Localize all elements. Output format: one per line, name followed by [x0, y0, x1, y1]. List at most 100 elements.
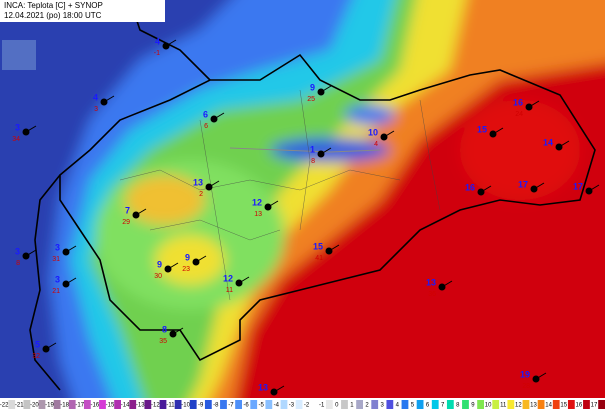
legend-label: -10: [181, 403, 190, 409]
legend-label: 7: [441, 403, 445, 409]
legend-swatch: [53, 400, 61, 409]
legend-swatch: [174, 400, 182, 409]
station-value: 41: [315, 255, 323, 262]
station-value: 23: [182, 266, 190, 273]
legend-swatch: [386, 400, 394, 409]
legend-label: 11: [500, 403, 507, 409]
legend-swatch: [598, 400, 605, 409]
title-box: [0, 0, 165, 22]
legend-label: -7: [228, 403, 234, 409]
legend-label: -22: [0, 403, 9, 409]
legend-label: -20: [30, 403, 39, 409]
legend-label: 4: [396, 403, 400, 409]
station-temp: 13: [193, 177, 203, 187]
station-value: 4: [374, 141, 378, 148]
station-temp: 3: [15, 122, 20, 132]
legend-swatch: [204, 400, 212, 409]
legend-label: 12: [515, 403, 522, 409]
legend-label: -3: [289, 403, 295, 409]
legend-swatch: [341, 400, 348, 409]
legend-swatch: [129, 400, 137, 409]
legend-label: 2: [365, 403, 369, 409]
wind-barb: [273, 385, 285, 393]
wind-barb: [328, 244, 340, 252]
legend-swatch: [446, 400, 454, 409]
wind-barb: [25, 125, 37, 133]
station-temp: 17: [518, 179, 528, 189]
legend-swatch: [507, 400, 515, 409]
station-temp: 13: [258, 382, 268, 392]
station-value: 28: [522, 383, 530, 390]
legend-label: 15: [560, 403, 567, 409]
wind-barb: [492, 127, 504, 135]
wind-barb: [208, 180, 220, 188]
wind-barb: [213, 112, 225, 120]
legend-swatch: [235, 400, 242, 409]
legend-swatch: [8, 400, 16, 409]
station-value: 8: [16, 260, 20, 267]
legend-swatch: [567, 400, 575, 409]
wind-barb: [45, 342, 57, 350]
station-temp: 10: [368, 127, 378, 137]
station-temp: 14: [543, 137, 553, 147]
legend-label: -14: [121, 403, 130, 409]
legend-label: 3: [381, 403, 385, 409]
wind-barb: [238, 276, 250, 284]
wind-barb: [267, 200, 279, 208]
station-temp: 5: [35, 339, 40, 349]
legend-swatch: [401, 400, 409, 409]
legend-swatch: [431, 400, 439, 409]
legend-swatch: [522, 400, 530, 409]
wind-barb: [65, 277, 77, 285]
legend-swatch: [99, 400, 106, 409]
station-temp: 16: [513, 97, 523, 107]
station-value: 25: [307, 96, 315, 103]
station-value: 24: [515, 111, 523, 118]
legend-swatch: [189, 400, 197, 409]
station-temp: 3: [55, 274, 60, 284]
legend-label: -4: [274, 403, 280, 409]
station-value: -1: [154, 50, 160, 57]
legend-label: -16: [90, 403, 99, 409]
station-temp: 15: [313, 241, 323, 251]
legend-label: 13: [530, 403, 537, 409]
legend-label: 0: [335, 403, 339, 409]
wind-barb: [65, 245, 77, 253]
legend-swatch: [583, 400, 590, 409]
legend-label: -11: [166, 403, 175, 409]
legend-label: -19: [45, 403, 54, 409]
legend-swatch: [371, 400, 379, 409]
legend-label: 16: [575, 403, 582, 409]
legend-label: 17: [591, 403, 598, 409]
station-value: 34: [12, 136, 20, 143]
wind-barb: [535, 372, 547, 380]
station-temp: 4: [155, 36, 160, 46]
station-value: 32: [32, 353, 40, 360]
station-value: 21: [52, 288, 60, 295]
legend-label: 10: [485, 403, 492, 409]
station-temp: 9: [157, 259, 162, 269]
legend-swatch: [23, 400, 31, 409]
station-temp: 7: [125, 205, 130, 215]
wind-barb: [533, 182, 545, 190]
station-temp: 9: [185, 252, 190, 262]
station-value: 13: [254, 211, 262, 218]
legend-swatch: [83, 400, 91, 409]
wind-barb: [167, 262, 179, 270]
legend-swatch: [462, 400, 469, 409]
wind-barb: [480, 185, 492, 193]
station-value: 8: [311, 158, 315, 165]
legend-label: 14: [545, 403, 552, 409]
station-value: 3: [94, 106, 98, 113]
station-temp: 19: [520, 369, 530, 379]
legend-label: 8: [456, 403, 460, 409]
station-value: 29: [122, 219, 130, 226]
legend-label: -17: [75, 403, 84, 409]
districts: [119, 89, 441, 301]
legend-label: -1: [319, 403, 325, 409]
station-temp: 12: [252, 197, 262, 207]
legend-label: 1: [350, 403, 354, 409]
wind-barb: [441, 280, 453, 288]
wind-barb: [172, 327, 184, 335]
wind-barb: [25, 249, 37, 257]
